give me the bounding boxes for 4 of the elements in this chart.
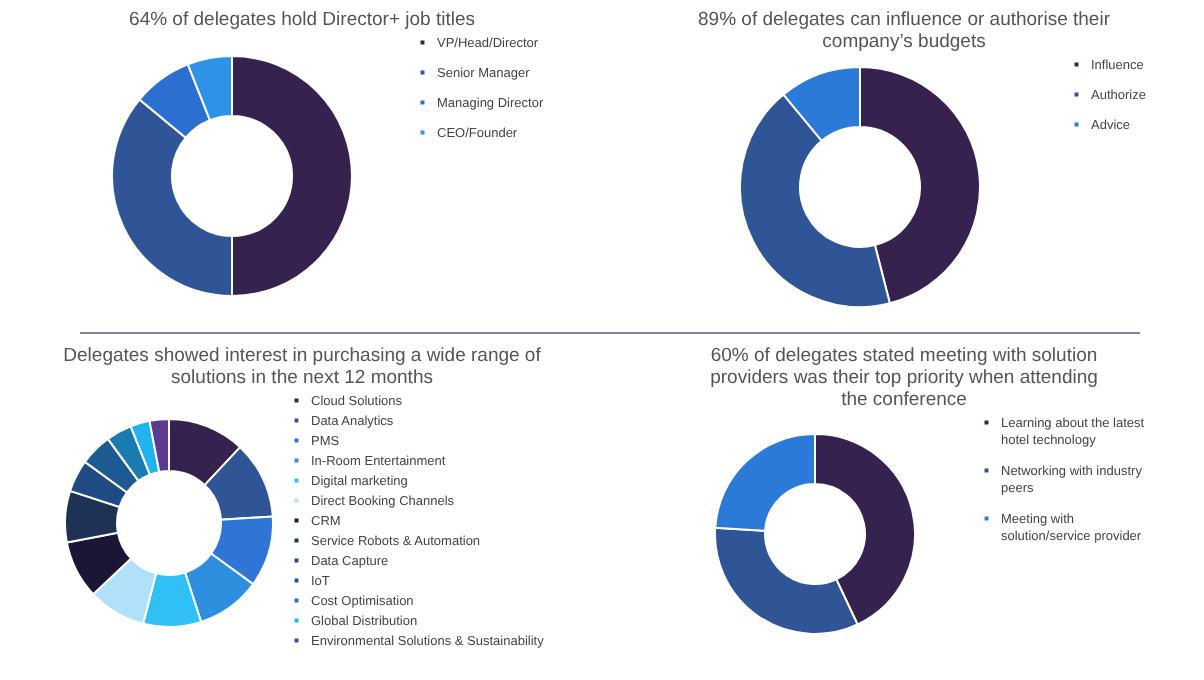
chart-title: 60% of delegates stated meeting with solution providers was their top priority when attending the conference bbox=[710, 345, 1098, 411]
chart-title: Delegates showed interest in purchasing a wide range of solutions in the next 12 months bbox=[63, 345, 542, 389]
chart-title: 89% of delegates can influence or authorise their company’s budgets bbox=[698, 9, 1110, 53]
chart-title: 64% of delegates hold Director+ job titles bbox=[129, 9, 476, 31]
